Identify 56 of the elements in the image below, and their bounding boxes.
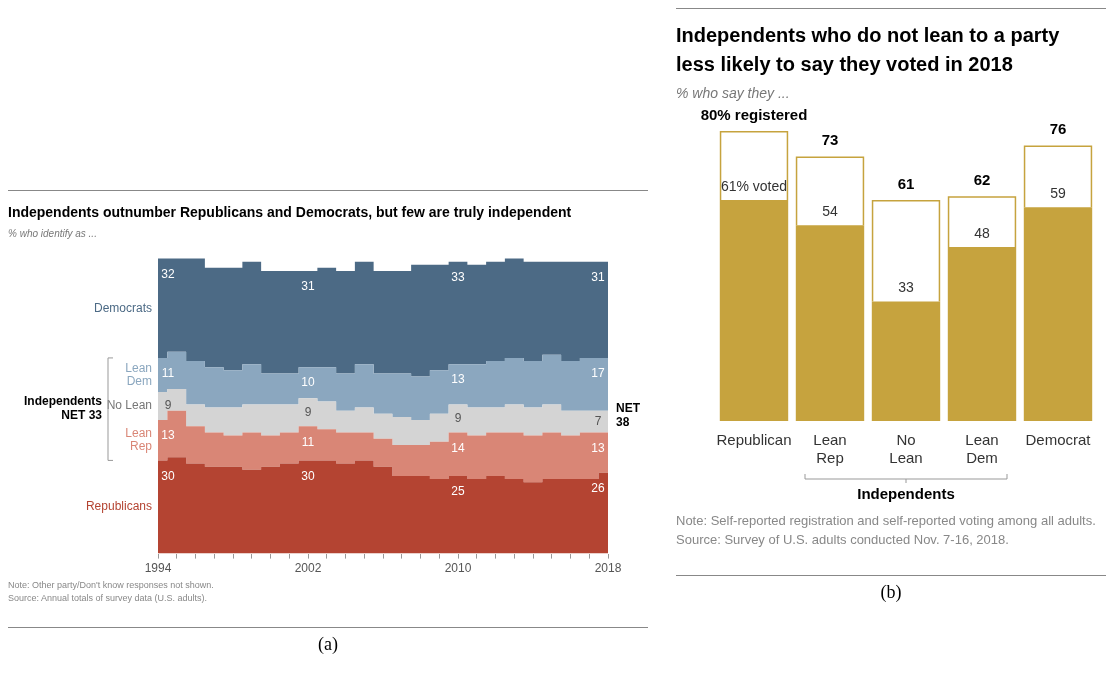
source-note: Source: Survey of U.S. adults conducted Nov. 7-16, 2018. xyxy=(676,531,1010,549)
text: NET 38 xyxy=(616,400,641,429)
data-label: 31 xyxy=(591,269,605,284)
total-label: 62 xyxy=(973,170,991,188)
data-label: 33 xyxy=(451,269,465,284)
data-label: 48 xyxy=(974,224,990,241)
chart-title: Independents outnumber Republicans and Democrats, but few are truly independent xyxy=(8,203,573,222)
data-label: 30 xyxy=(301,468,315,483)
series-label: No Lean xyxy=(106,398,152,413)
x-tick-label: Republican xyxy=(716,431,792,449)
data-label: 11 xyxy=(161,366,175,381)
data-label: 33 xyxy=(898,279,914,296)
x-tick-label: Lean Dem xyxy=(965,431,999,467)
series-label: Democrats xyxy=(93,300,152,315)
chart-title: Independents who do not lean to a party less likely to say they voted in 2018 xyxy=(676,23,1061,77)
data-label: 30 xyxy=(161,468,175,483)
series-label: Lean Dem xyxy=(125,360,152,388)
x-tick-label: 2018 xyxy=(594,561,622,576)
text: Independents NET 33 xyxy=(23,394,103,423)
text: Independents xyxy=(857,484,955,502)
data-label: 31 xyxy=(301,279,315,294)
data-label: 9 xyxy=(304,404,312,419)
data-label: 26 xyxy=(591,481,605,496)
x-tick-label: 2010 xyxy=(444,561,472,576)
x-tick-label: 2002 xyxy=(294,561,322,576)
data-label: 7 xyxy=(594,413,602,428)
text: Note: Self-reported registration and self-reported voting among all adults. xyxy=(676,512,1097,530)
x-tick-label: Lean Rep xyxy=(813,431,847,467)
data-label: 9 xyxy=(454,410,462,425)
total-label: 80% registered xyxy=(700,105,808,123)
x-tick-label: 1994 xyxy=(144,561,172,576)
data-label: 17 xyxy=(591,366,605,381)
data-label: 11 xyxy=(301,434,315,449)
data-label: 13 xyxy=(161,428,175,443)
data-label: 14 xyxy=(451,440,465,455)
total-label: 73 xyxy=(821,131,839,149)
data-label: 9 xyxy=(164,398,172,413)
data-label: 54 xyxy=(822,203,838,220)
source-note: Source: Annual totals of survey data (U.S. adults). xyxy=(8,592,209,605)
text: (a) xyxy=(317,634,339,655)
total-label: 61 xyxy=(897,174,915,192)
x-tick-label: Democrat xyxy=(1025,431,1092,449)
data-label: 59 xyxy=(1050,184,1066,201)
text: % who identify as ... xyxy=(8,228,98,239)
total-label: 76 xyxy=(1049,120,1067,138)
data-label: 10 xyxy=(301,375,315,390)
text: (b) xyxy=(879,582,903,603)
text: Note: Other party/Don't know responses not shown. xyxy=(8,579,215,592)
data-label: 13 xyxy=(591,440,605,455)
data-label: 13 xyxy=(451,372,465,387)
data-label: 61% voted xyxy=(720,177,788,194)
data-label: 25 xyxy=(451,484,465,499)
data-label: 32 xyxy=(161,266,175,281)
chart-subtitle: % who say they ... xyxy=(676,85,791,101)
series-label: Republicans xyxy=(85,499,152,514)
x-tick-label: No Lean xyxy=(889,431,923,467)
